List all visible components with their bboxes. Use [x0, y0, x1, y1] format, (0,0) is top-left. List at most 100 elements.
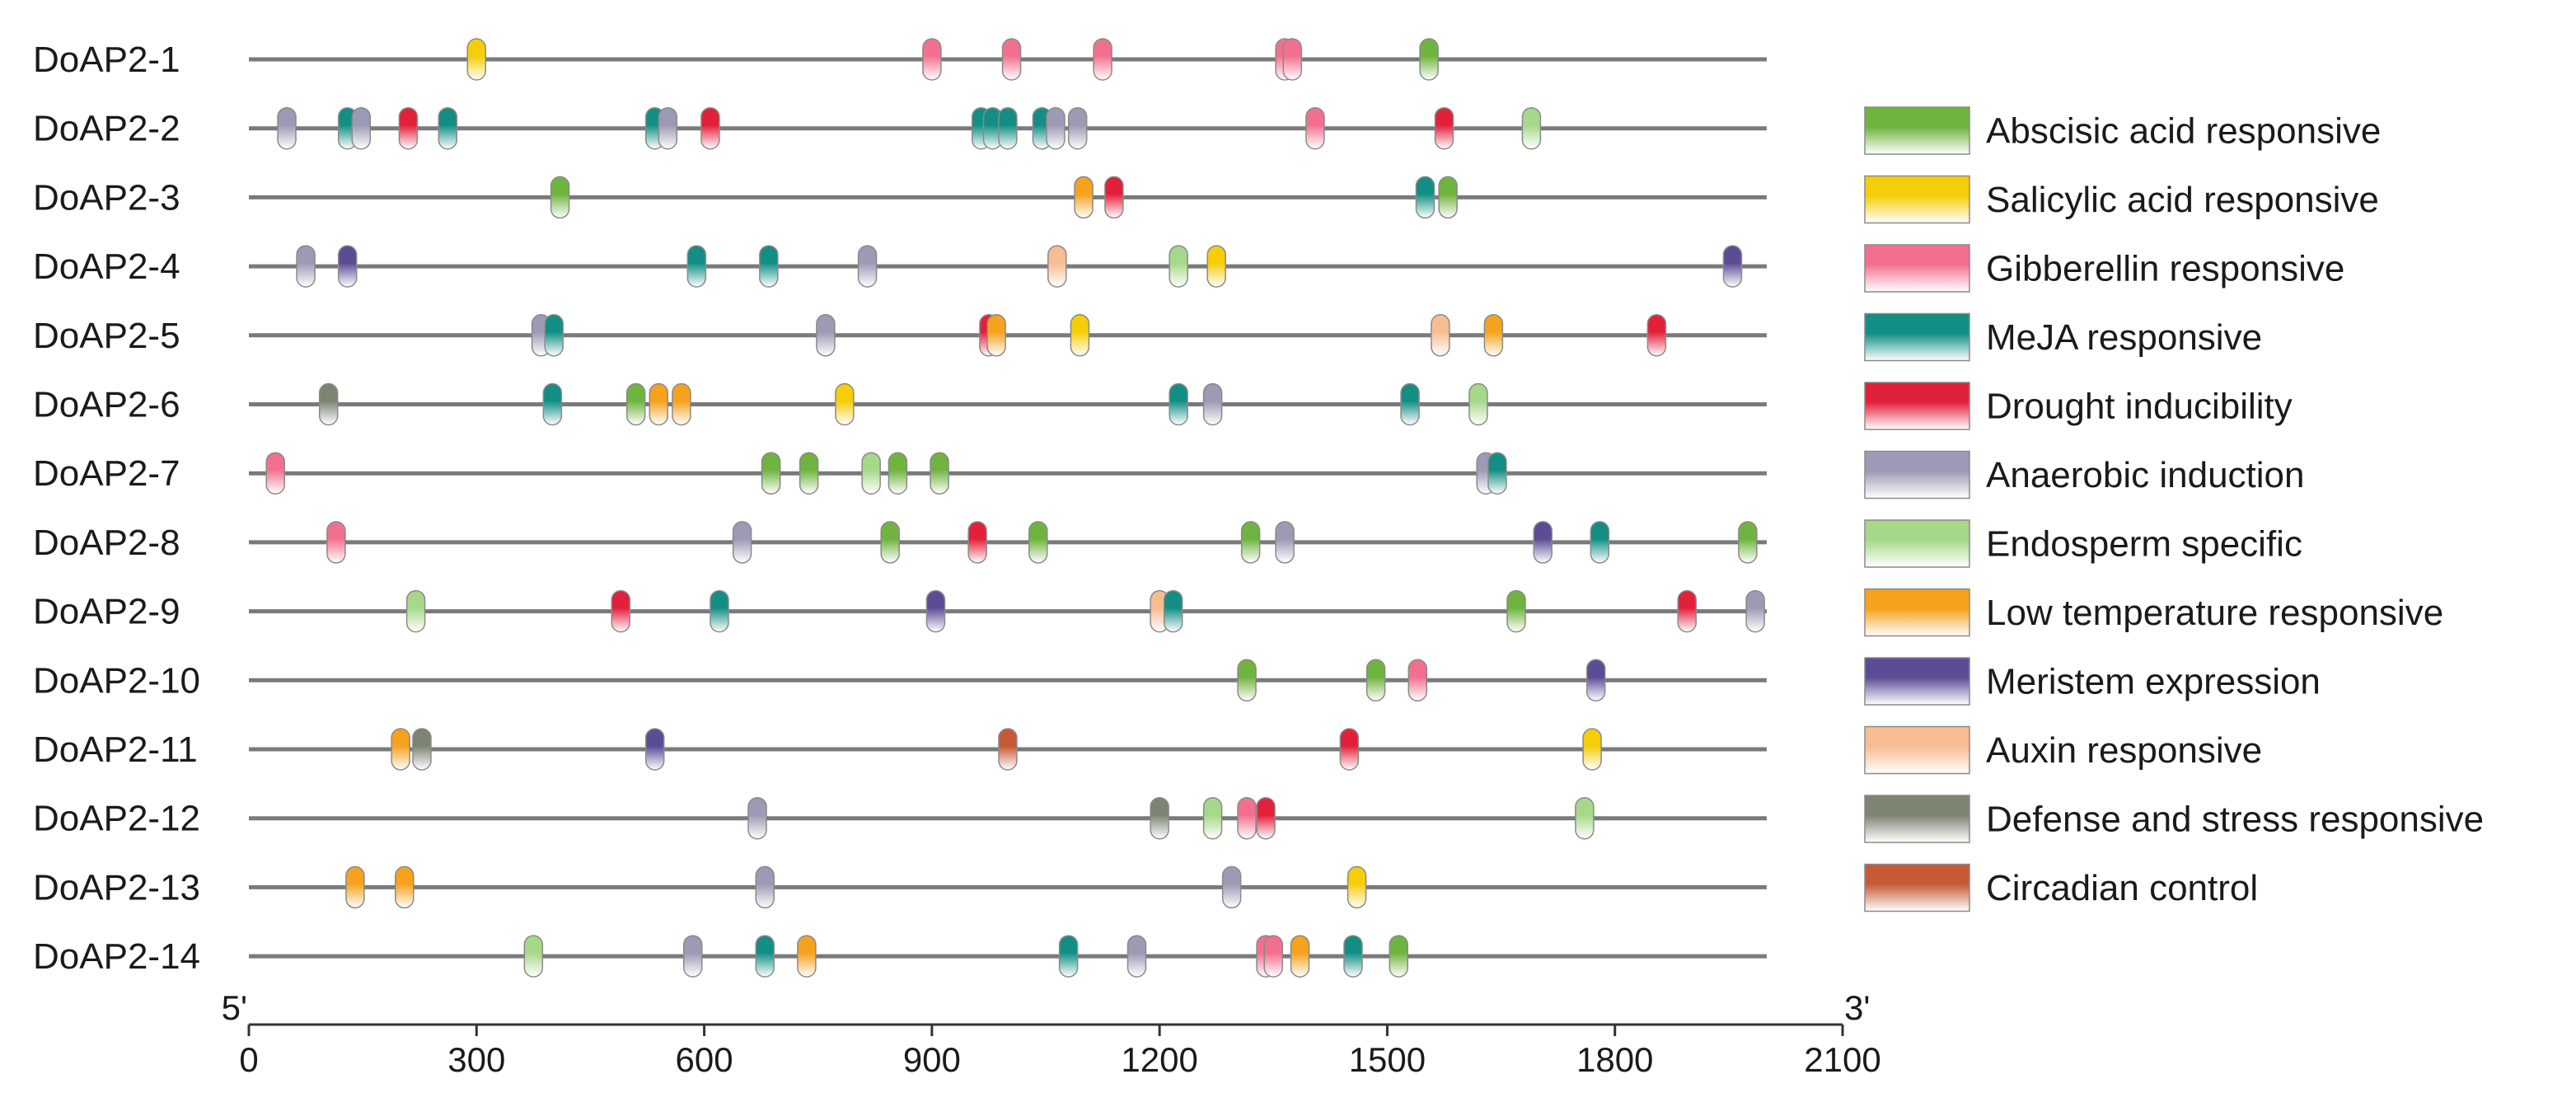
- cis-element-aba: [1240, 521, 1261, 564]
- cis-element-dro: [700, 106, 720, 150]
- cis-element-anae: [1046, 106, 1066, 150]
- cis-element-meri: [337, 245, 358, 288]
- cis-element-ga: [265, 452, 285, 495]
- cis-element-lowt: [672, 382, 691, 426]
- legend-label: Defense and stress responsive: [1986, 800, 2484, 840]
- cis-element-anae: [277, 106, 297, 150]
- five-prime-label: 5': [222, 988, 247, 1027]
- gene-row: DoAP2-1: [33, 38, 1767, 81]
- cis-element-anae: [732, 521, 752, 564]
- gene-label: DoAP2-8: [33, 523, 180, 563]
- cis-element-meja: [1163, 589, 1183, 633]
- legend-label: Gibberellin responsive: [1986, 249, 2344, 289]
- x-tick-label: 900: [903, 1040, 961, 1079]
- x-tick-label: 1200: [1121, 1040, 1197, 1079]
- cis-element-aba: [1389, 935, 1408, 978]
- cis-element-endo: [1169, 245, 1188, 288]
- gene-row: DoAP2-13: [33, 865, 1767, 909]
- cis-element-aba: [1738, 521, 1758, 564]
- gene-label: DoAP2-2: [33, 109, 180, 149]
- legend-swatch-def: [1864, 795, 1970, 843]
- cis-element-meja: [544, 314, 564, 357]
- legend-swatch-ga: [1864, 244, 1970, 293]
- cis-element-meja: [1169, 382, 1188, 426]
- cis-element-meja: [1590, 521, 1610, 564]
- cis-element-meja: [755, 935, 775, 978]
- legend-swatch-meri: [1864, 657, 1970, 706]
- cis-element-lowt: [986, 314, 1006, 357]
- legend-label: Anaerobic induction: [1986, 455, 2304, 495]
- cis-element-aba: [1419, 38, 1439, 81]
- cis-element-lowt: [1290, 935, 1310, 978]
- gene-label: DoAP2-12: [33, 799, 200, 839]
- legend-swatch-sa: [1864, 175, 1970, 224]
- cis-element-lowt: [797, 935, 817, 978]
- gene-row: DoAP2-12: [33, 796, 1767, 840]
- cis-element-dro: [1646, 314, 1667, 357]
- cis-element-ga: [1407, 659, 1428, 702]
- legend-label: Auxin responsive: [1986, 730, 2262, 771]
- cis-element-meri: [644, 728, 665, 771]
- legend-swatch-lowt: [1864, 588, 1970, 637]
- cis-element-dro: [1104, 176, 1124, 219]
- cis-element-ga: [1237, 796, 1257, 840]
- legend-item: Endosperm specific: [1864, 519, 2302, 568]
- cis-element-endo: [523, 935, 544, 978]
- cis-element-aba: [625, 382, 646, 426]
- cis-element-ga: [922, 38, 942, 81]
- x-tick-label: 1800: [1576, 1040, 1653, 1079]
- cis-element-ga: [326, 521, 346, 564]
- cis-element-aba: [1365, 659, 1386, 702]
- cis-element-aba: [880, 521, 900, 564]
- three-prime-label: 3': [1844, 988, 1870, 1027]
- cis-element-sa: [1206, 245, 1226, 288]
- x-tick-label: 2100: [1804, 1040, 1880, 1079]
- legend-label: Drought inducibility: [1986, 387, 2293, 427]
- gene-label: DoAP2-13: [33, 867, 200, 908]
- cis-element-meja: [686, 245, 707, 288]
- cis-element-anae: [1067, 106, 1088, 150]
- legend-label: Endosperm specific: [1986, 524, 2302, 565]
- cis-element-anae: [1745, 589, 1765, 633]
- cis-element-sa: [466, 38, 487, 81]
- cis-element-dro: [1434, 106, 1454, 150]
- cis-element-sa: [1070, 314, 1090, 357]
- cis-element-aba: [1506, 589, 1526, 633]
- cis-element-meri: [1585, 659, 1606, 702]
- legend-swatch-aux: [1864, 725, 1970, 775]
- cis-element-anae: [1275, 521, 1295, 564]
- cis-element-sa: [1347, 865, 1367, 909]
- cis-element-dro: [1256, 796, 1276, 840]
- gene-row: DoAP2-11: [33, 728, 1767, 771]
- cis-element-meja: [1343, 935, 1363, 978]
- cis-element-anae: [1126, 935, 1147, 978]
- cis-element-meri: [1533, 521, 1553, 564]
- gene-row: DoAP2-9: [33, 589, 1767, 633]
- cis-element-aba: [761, 452, 781, 495]
- cis-element-endo: [405, 589, 426, 633]
- cis-element-lowt: [1483, 314, 1504, 357]
- legend-swatch-anae: [1864, 450, 1970, 500]
- gene-row: DoAP2-8: [33, 521, 1767, 564]
- cis-element-aba: [550, 176, 570, 219]
- cis-element-meja: [1487, 452, 1507, 495]
- cis-element-anae: [351, 106, 372, 150]
- x-tick-label: 600: [676, 1040, 733, 1079]
- legend-swatch-endo: [1864, 519, 1970, 568]
- legend-swatch-aba: [1864, 106, 1970, 155]
- cis-element-def: [318, 382, 339, 426]
- cis-element-aba: [888, 452, 908, 495]
- x-tick-label: 0: [239, 1040, 258, 1079]
- cis-element-anae: [857, 245, 878, 288]
- gene-row: DoAP2-10: [33, 659, 1767, 702]
- cis-element-meri: [1722, 245, 1743, 288]
- gene-rows: DoAP2-1 DoAP2-2 DoAP2-3 DoAP2-4 DoAP2-5 DoAP2…: [33, 38, 1767, 978]
- gene-row: DoAP2-5: [33, 314, 1767, 357]
- gene-label: DoAP2-10: [33, 660, 200, 701]
- legend-item: Low temperature responsive: [1864, 588, 2443, 637]
- gene-row: DoAP2-6: [33, 382, 1767, 426]
- cis-element-ga: [1305, 106, 1325, 150]
- cis-element-meja: [438, 106, 458, 150]
- gene-label: DoAP2-3: [33, 177, 180, 218]
